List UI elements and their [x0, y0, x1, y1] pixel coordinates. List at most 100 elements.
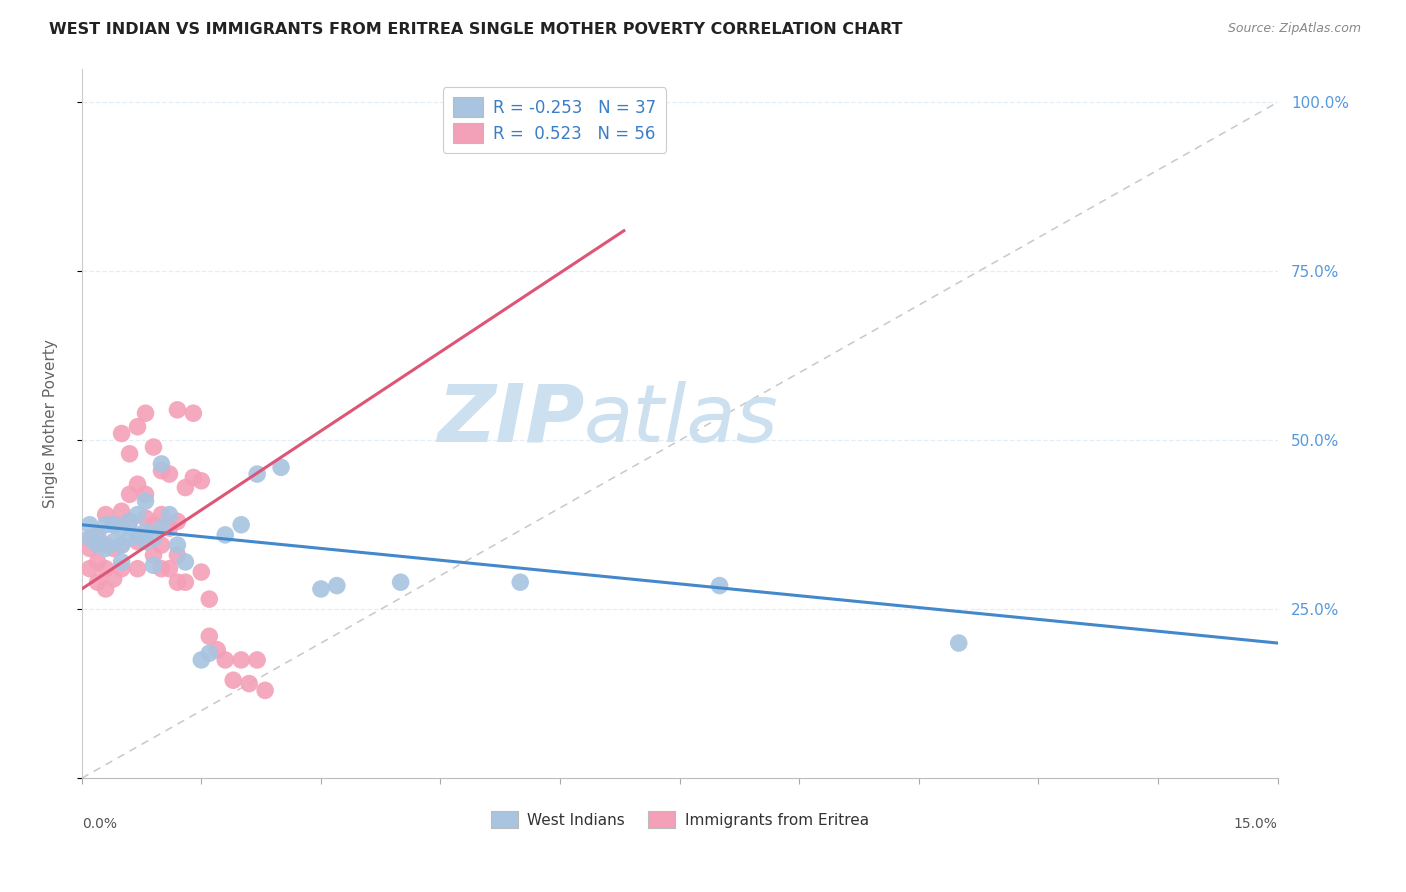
Point — [94, 541, 117, 556]
Point — [110, 555, 132, 569]
Point — [79, 541, 101, 556]
Point — [103, 541, 125, 556]
Point — [110, 538, 132, 552]
Point — [214, 528, 236, 542]
Point — [103, 572, 125, 586]
Point — [150, 538, 173, 552]
Text: WEST INDIAN VS IMMIGRANTS FROM ERITREA SINGLE MOTHER POVERTY CORRELATION CHART: WEST INDIAN VS IMMIGRANTS FROM ERITREA S… — [49, 22, 903, 37]
Point — [134, 524, 156, 539]
Point — [127, 477, 149, 491]
Point — [118, 515, 141, 529]
Point — [183, 470, 205, 484]
Point — [127, 562, 149, 576]
Point — [118, 447, 141, 461]
Point — [174, 481, 197, 495]
Point — [142, 517, 165, 532]
Point — [183, 406, 205, 420]
Point — [94, 517, 117, 532]
Point — [198, 629, 221, 643]
Point — [103, 517, 125, 532]
Point — [110, 521, 132, 535]
Point — [190, 653, 212, 667]
Point — [94, 538, 117, 552]
Point — [79, 531, 101, 545]
Point — [389, 575, 412, 590]
Point — [134, 494, 156, 508]
Point — [159, 521, 181, 535]
Point — [86, 575, 108, 590]
Point — [222, 673, 245, 688]
Legend: West Indians, Immigrants from Eritrea: West Indians, Immigrants from Eritrea — [485, 805, 875, 834]
Point — [86, 538, 108, 552]
Point — [118, 515, 141, 529]
Point — [134, 406, 156, 420]
Point — [150, 562, 173, 576]
Point — [238, 676, 260, 690]
Point — [134, 534, 156, 549]
Point — [231, 517, 253, 532]
Point — [709, 578, 731, 592]
Point — [110, 426, 132, 441]
Point — [142, 558, 165, 573]
Point — [134, 511, 156, 525]
Point — [166, 548, 188, 562]
Point — [166, 515, 188, 529]
Point — [118, 531, 141, 545]
Point — [127, 419, 149, 434]
Point — [190, 565, 212, 579]
Point — [174, 575, 197, 590]
Point — [79, 531, 101, 545]
Point — [326, 578, 349, 592]
Point — [198, 646, 221, 660]
Point — [309, 582, 332, 596]
Point — [190, 474, 212, 488]
Point — [103, 517, 125, 532]
Point — [110, 562, 132, 576]
Point — [134, 487, 156, 501]
Point — [150, 521, 173, 535]
Point — [254, 683, 277, 698]
Point — [159, 508, 181, 522]
Text: ZIP: ZIP — [437, 381, 583, 458]
Text: atlas: atlas — [583, 381, 779, 458]
Point — [142, 440, 165, 454]
Point — [166, 402, 188, 417]
Point — [198, 592, 221, 607]
Text: 0.0%: 0.0% — [82, 817, 117, 831]
Point — [94, 562, 117, 576]
Point — [94, 508, 117, 522]
Point — [150, 508, 173, 522]
Point — [103, 534, 125, 549]
Point — [86, 528, 108, 542]
Point — [142, 548, 165, 562]
Point — [118, 487, 141, 501]
Point — [142, 531, 165, 545]
Point — [110, 538, 132, 552]
Point — [159, 467, 181, 481]
Point — [150, 464, 173, 478]
Point — [246, 467, 269, 481]
Point — [159, 562, 181, 576]
Point — [86, 555, 108, 569]
Point — [948, 636, 970, 650]
Text: Source: ZipAtlas.com: Source: ZipAtlas.com — [1227, 22, 1361, 36]
Point — [166, 538, 188, 552]
Point — [214, 653, 236, 667]
Point — [231, 653, 253, 667]
Point — [207, 642, 229, 657]
Point — [150, 457, 173, 471]
Point — [79, 562, 101, 576]
Point — [110, 504, 132, 518]
Point — [246, 653, 269, 667]
Point — [174, 555, 197, 569]
Point — [166, 575, 188, 590]
Text: 15.0%: 15.0% — [1233, 817, 1278, 831]
Point — [127, 508, 149, 522]
Y-axis label: Single Mother Poverty: Single Mother Poverty — [44, 339, 58, 508]
Point — [94, 582, 117, 596]
Point — [86, 531, 108, 545]
Point — [127, 528, 149, 542]
Point — [509, 575, 531, 590]
Point — [79, 517, 101, 532]
Point — [270, 460, 292, 475]
